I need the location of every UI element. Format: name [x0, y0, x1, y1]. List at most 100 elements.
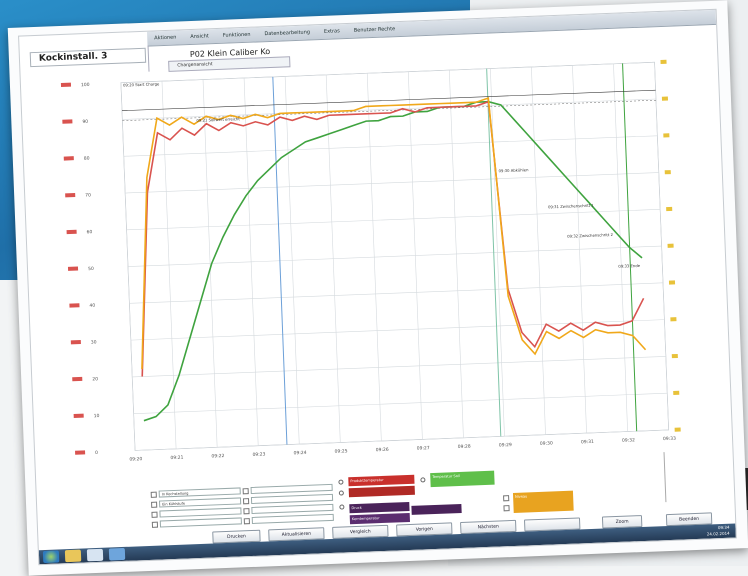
select-empty-5[interactable] [251, 503, 334, 515]
chart-svg: 0 10 20 30 40 50 60 70 80 90 100 09:20 09:21 09:22 09:… [60, 59, 681, 463]
menu-item-3[interactable]: Datenbearbeitung [264, 29, 311, 38]
checkbox-10[interactable] [503, 505, 510, 512]
right-axis-marker [668, 280, 676, 285]
checkbox-5[interactable] [242, 488, 249, 495]
y-axis-marker [60, 82, 72, 88]
right-axis-marker [663, 133, 670, 138]
grid-v-line [120, 82, 136, 451]
grid-v-line [325, 74, 341, 443]
legend-swatch-product-temp[interactable]: Produkttemperatur [348, 474, 415, 487]
y-tick-label: 20 [92, 376, 98, 382]
header-divider [147, 45, 150, 72]
grid-v-line [449, 70, 464, 438]
x-tick-label: 09:26 [376, 447, 389, 453]
menu-item-0[interactable]: Aktionen [154, 34, 177, 42]
right-axis-marker [660, 59, 667, 64]
checkbox-2[interactable] [151, 501, 158, 508]
chart-annotation: 09:33 Ende [618, 263, 641, 269]
checkbox-1[interactable] [150, 491, 157, 498]
right-axis-marker [670, 317, 677, 322]
select-empty-2[interactable] [159, 517, 242, 528]
legend-swatch-extra[interactable] [411, 503, 462, 515]
menu-item-1[interactable]: Ansicht [190, 33, 209, 41]
y-axis-marker [67, 266, 79, 271]
grid-v-line [531, 66, 546, 435]
legend-swatch-pressure[interactable]: Druck [349, 501, 410, 514]
x-tick-label: 09:27 [417, 445, 430, 451]
y-axis-marker [66, 229, 77, 235]
x-tick-label: 09:25 [335, 448, 348, 454]
clock: 09:34 24.02.2014 [706, 525, 730, 538]
y-tick-label: 30 [91, 339, 97, 345]
marker-line-teal [486, 68, 502, 437]
y-axis-marker [72, 376, 83, 382]
radio-1[interactable] [338, 479, 344, 485]
select-stage[interactable]: Ein Kühlstufe [158, 497, 242, 508]
tab-label: Chargenansicht [177, 62, 213, 69]
legend-swatch-core-temp[interactable]: Kerntemperatur [349, 512, 411, 525]
legend-swatch-temp-target[interactable]: Temperatur Soll [430, 470, 495, 488]
trend-chart[interactable]: 0 10 20 30 40 50 60 70 80 90 100 09:20 09:21 09:22 09:… [25, 54, 720, 480]
grid-h-line [126, 209, 661, 231]
right-axis-marker [674, 427, 681, 432]
checkbox-6[interactable] [242, 498, 250, 505]
y-tick-label: 0 [95, 450, 98, 456]
legend-swatch-product-temp-2[interactable] [348, 485, 415, 498]
select-empty-1[interactable] [159, 507, 242, 518]
grid-h-line [129, 282, 664, 304]
y-axis-marker [75, 450, 86, 455]
right-axis-marker [661, 96, 669, 101]
x-tick-label: 09:21 [170, 455, 183, 461]
start-icon[interactable] [42, 550, 60, 564]
grid-h-line [127, 245, 662, 267]
x-tick-label: 09:30 [540, 440, 553, 446]
grid-v-line [202, 79, 218, 448]
select-empty-6[interactable] [251, 513, 334, 525]
checkbox-4[interactable] [151, 521, 159, 528]
vertical-scale[interactable] [663, 451, 677, 503]
y-axis-marker [69, 303, 80, 308]
grid-v-line [572, 65, 587, 434]
series-line-1 [141, 100, 645, 377]
select-mode[interactable]: In Kochstellung [158, 487, 241, 498]
folder-icon[interactable] [64, 549, 82, 563]
y-tick-label: 10 [94, 413, 100, 419]
checkbox-9[interactable] [503, 495, 510, 502]
x-tick-label: 09:24 [293, 450, 306, 456]
radio-3[interactable] [339, 504, 345, 510]
menu-item-5[interactable]: Benutzer Rechte [353, 26, 396, 34]
grid-v-line [654, 62, 669, 430]
y-tick-label: 80 [84, 156, 90, 162]
right-axis-marker [666, 206, 673, 212]
y-axis-marker [65, 192, 76, 198]
screen: Aktionen Ansicht Funktionen Datenbearbeitun… [18, 8, 737, 566]
x-tick-label: 09:29 [499, 442, 512, 448]
menu-item-2[interactable]: Funktionen [222, 31, 251, 39]
select-empty-3[interactable] [250, 483, 333, 495]
panel-title: Kockinstall. 3 [38, 51, 108, 64]
y-tick-label: 70 [85, 192, 91, 198]
right-axis-marker [673, 390, 680, 395]
y-tick-label: 50 [88, 266, 94, 272]
radio-2[interactable] [338, 490, 344, 496]
menu-item-4[interactable]: Extras [323, 28, 340, 35]
reference-line [121, 89, 656, 111]
app-icon[interactable] [86, 548, 104, 562]
checkbox-7[interactable] [243, 508, 250, 515]
right-axis-marker [667, 243, 674, 248]
radio-4[interactable] [420, 477, 426, 483]
chart-annotation: 09:30 Abkühlen [498, 167, 529, 173]
grid-v-line [243, 77, 259, 446]
grid-h-line [123, 135, 658, 157]
chart-annotation: 09:31 Zwischenschritt 1 [548, 203, 595, 210]
legend-swatch-level[interactable]: Niveau [512, 490, 574, 513]
y-axis-marker [73, 413, 84, 418]
checkbox-8[interactable] [243, 518, 250, 525]
select-empty-4[interactable] [250, 493, 334, 505]
monitor: Aktionen Ansicht Funktionen Datenbearbeitun… [7, 0, 748, 576]
tab-chargenansicht[interactable]: Chargenansicht [168, 56, 291, 72]
grid-v-line [366, 73, 382, 441]
browser-icon[interactable] [108, 547, 126, 561]
checkbox-3[interactable] [151, 511, 158, 518]
grid-h-line [122, 98, 656, 120]
